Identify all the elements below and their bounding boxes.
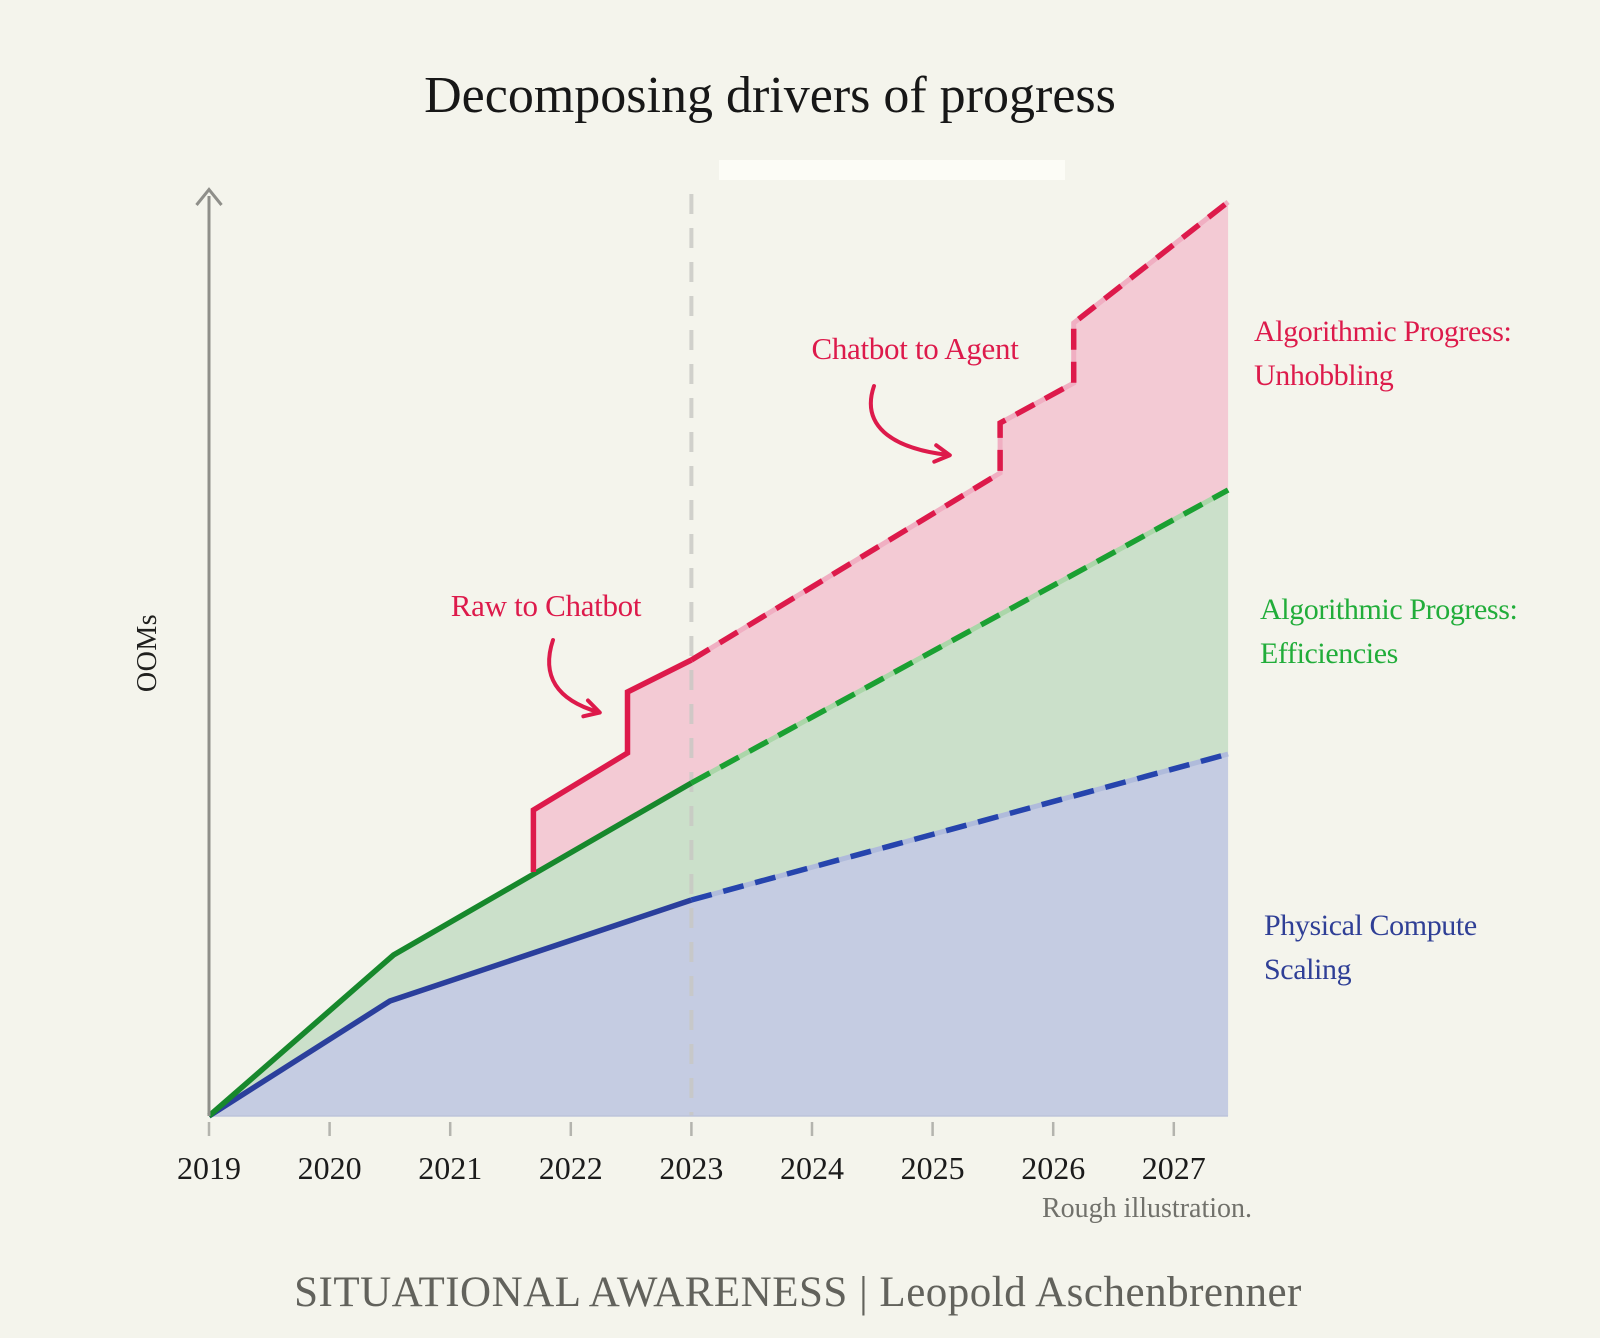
- legend-unhobbling-line1: Algorithmic Progress:: [1254, 315, 1512, 348]
- legend-unhobbling-line2: Unhobbling: [1254, 359, 1394, 392]
- legend-unhobbling: Algorithmic Progress: Unhobbling: [1254, 310, 1584, 398]
- annotation-raw-to-chatbot: Raw to Chatbot: [450, 588, 642, 623]
- annotation-arrows: [547, 384, 952, 719]
- x-tick-label: 2020: [297, 1150, 362, 1186]
- annotation-chatbot-to-agent: Chatbot to Agent: [811, 331, 1019, 366]
- x-tick-label: 2026: [1021, 1150, 1086, 1186]
- compute-area: [209, 754, 1229, 1116]
- y-axis-arrow-icon: [195, 187, 223, 206]
- rough-illustration-note: Rough illustration.: [1042, 1193, 1252, 1224]
- legend-efficiencies-line2: Efficiencies: [1260, 637, 1398, 670]
- efficiencies-line-solid: [207, 780, 693, 1119]
- unhobbling-area: [533, 202, 1229, 872]
- x-tick-label: 2022: [538, 1150, 603, 1186]
- compute-line-dashed: [690, 751, 1229, 903]
- x-tick-label: 2024: [780, 1150, 844, 1186]
- chatbot-to-agent-arrow-icon: [868, 384, 952, 464]
- efficiencies-line-dashed: [690, 487, 1230, 786]
- raw-to-chatbot-arrow-icon: [547, 638, 602, 719]
- unhobbling-line-dashed: [689, 199, 1230, 663]
- legend-compute-line1: Physical Compute: [1264, 909, 1477, 942]
- series-lines: [207, 199, 1230, 1119]
- x-axis-ticks: [207, 1122, 1176, 1136]
- unhobbling-line-solid: [530, 657, 693, 872]
- x-tick-label: 2019: [177, 1150, 241, 1186]
- legend-efficiencies-line1: Algorithmic Progress:: [1260, 593, 1518, 626]
- chart-title: Decomposing drivers of progress: [424, 67, 1116, 124]
- x-tick-label: 2021: [418, 1150, 483, 1186]
- legend-compute: Physical Compute Scaling: [1264, 904, 1594, 992]
- title-highlight-box: [719, 160, 1065, 180]
- x-tick-label: 2027: [1141, 1150, 1206, 1186]
- area-fills: [209, 202, 1229, 1116]
- efficiencies-area: [209, 490, 1229, 1116]
- x-tick-label: 2025: [900, 1150, 965, 1186]
- y-axis: [195, 187, 223, 1116]
- footer-attribution: SITUATIONAL AWARENESS | Leopold Aschenbr…: [294, 1269, 1302, 1316]
- legend-efficiencies: Algorithmic Progress: Efficiencies: [1260, 588, 1590, 676]
- compute-line-solid: [207, 897, 693, 1119]
- y-axis-label: OOMs: [132, 613, 163, 693]
- legend-compute-line2: Scaling: [1264, 953, 1352, 986]
- x-tick-label: 2023: [659, 1150, 724, 1186]
